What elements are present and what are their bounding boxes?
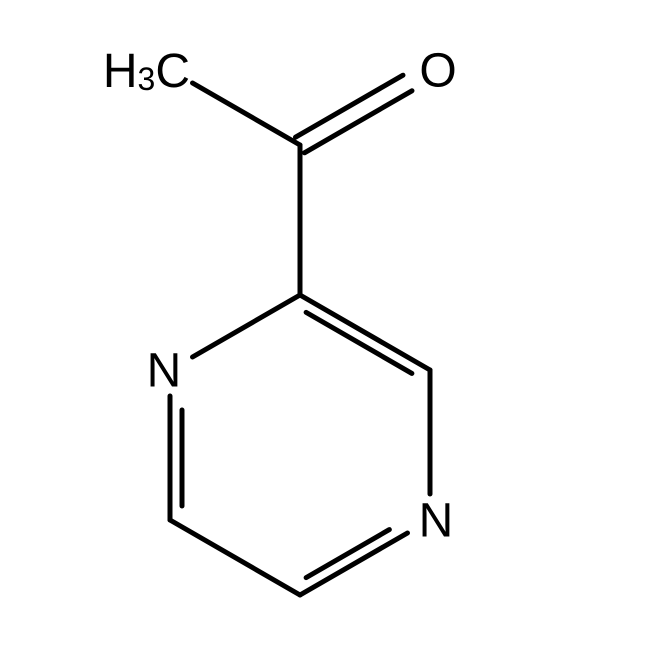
atom-N4: N [419,495,454,548]
atom-O: O [419,45,456,98]
bonds-layer [170,75,430,595]
atoms-layer: N N O H3C [103,45,457,548]
atom-CH3: H3C [103,45,190,98]
molecule-diagram: N N O H3C [0,0,650,650]
atom-N1: N [147,345,182,398]
canvas: N N O H3C [0,0,650,650]
